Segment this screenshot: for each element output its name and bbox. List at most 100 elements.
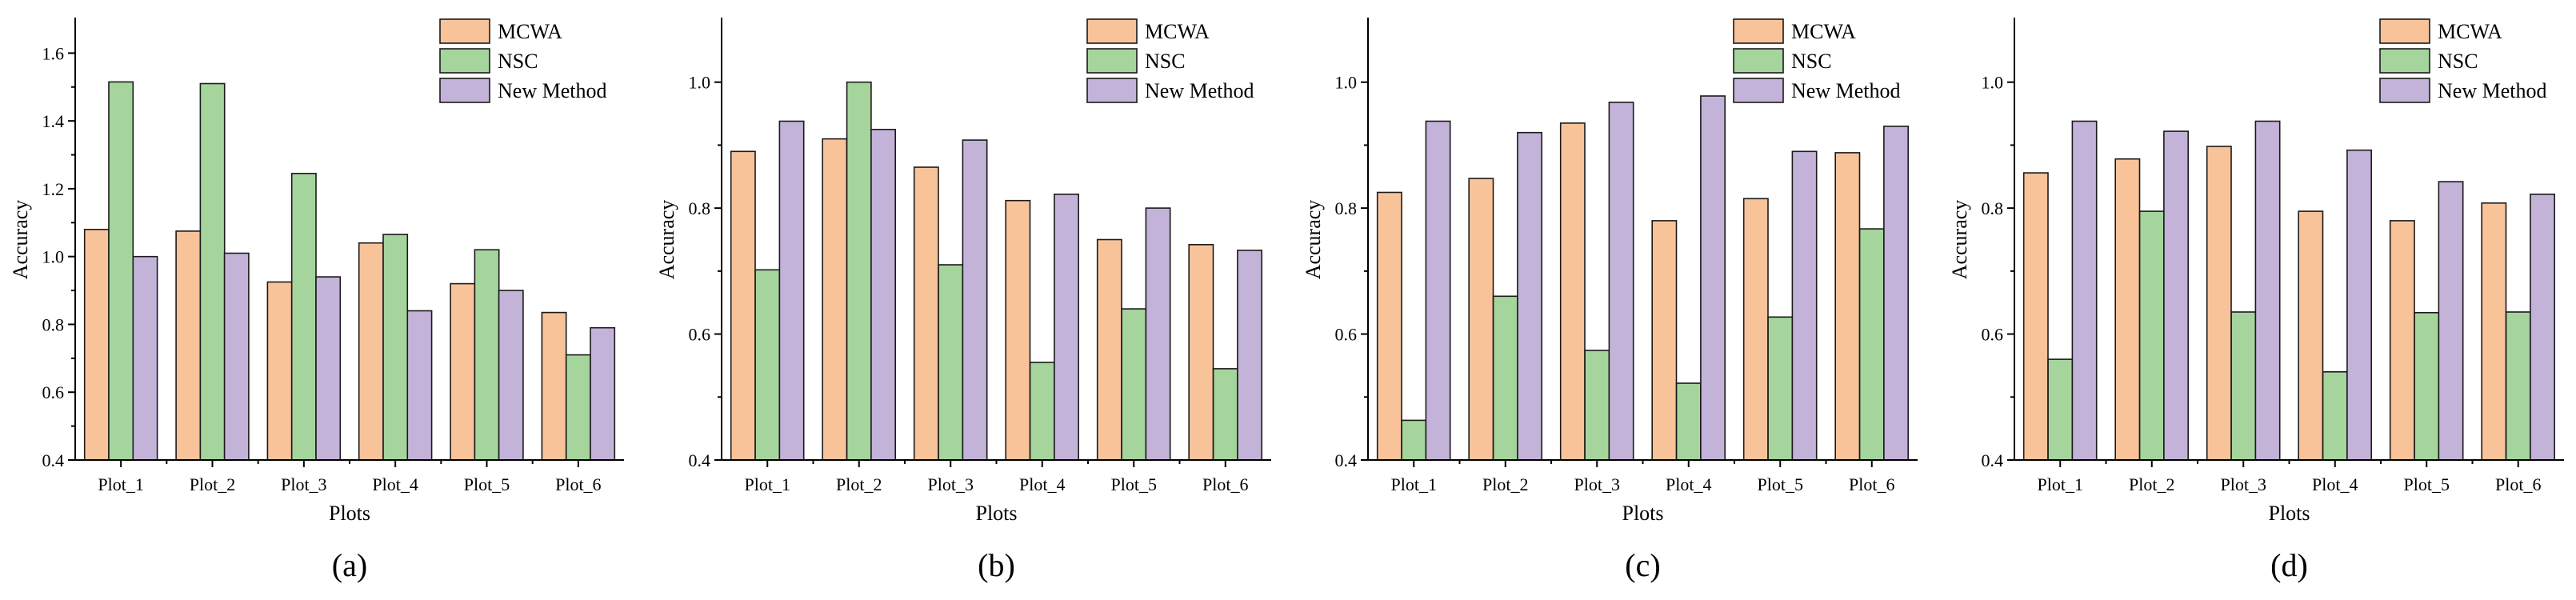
bar-new-method-plot_6 [1237, 250, 1263, 461]
bar-mcwa-plot_4 [2298, 210, 2324, 461]
bar-new-method-plot_3 [2254, 120, 2281, 461]
x-tick-label-plot_6: Plot_6 [555, 474, 601, 494]
bar-nsc-plot_2 [199, 82, 226, 461]
bar-mcwa-plot_6 [1188, 243, 1214, 461]
y-tick-label: 0.4 [1335, 450, 1358, 470]
x-tick-label-plot_1: Plot_1 [1391, 474, 1437, 494]
legend-label-new-method: New Method [1145, 79, 1254, 102]
bar-mcwa-plot_5 [1742, 198, 1769, 461]
y-tick-label: 1.0 [689, 73, 711, 93]
legend-swatch-mcwa [1733, 18, 1784, 44]
bar-mcwa-plot_4 [1651, 220, 1678, 461]
bar-mcwa-plot_2 [175, 230, 202, 461]
bar-nsc-plot_3 [2230, 311, 2257, 461]
x-tick-label-plot_5: Plot_5 [2404, 474, 2450, 494]
bar-new-method-plot_5 [498, 290, 524, 461]
bar-nsc-plot_5 [1121, 308, 1147, 461]
bar-nsc-plot_4 [1029, 362, 1055, 461]
bar-new-method-plot_5 [1145, 207, 1171, 461]
bar-new-method-plot_4 [406, 310, 433, 461]
y-tick-label: 1.2 [42, 179, 65, 199]
legend-swatch-new-method [1733, 78, 1784, 103]
legend-swatch-new-method [2379, 78, 2430, 103]
y-tick-label: 0.8 [1982, 198, 2004, 218]
y-axis-title: Accuracy [1302, 200, 1325, 280]
bar-mcwa-plot_5 [450, 282, 476, 461]
bar-mcwa-plot_3 [266, 281, 293, 461]
bar-mcwa-plot_1 [83, 228, 110, 461]
bar-nsc-plot_4 [2322, 370, 2348, 461]
legend-swatch-new-method [1086, 78, 1138, 103]
legend: MCWA NSC New Method [1733, 18, 1900, 103]
legend-swatch-mcwa [2379, 18, 2430, 44]
bar-mcwa-plot_1 [730, 150, 756, 461]
bar-new-method-plot_1 [2071, 120, 2098, 461]
legend-swatch-mcwa [439, 18, 490, 44]
bar-mcwa-plot_6 [2481, 202, 2507, 461]
y-tick-label: 1.6 [42, 43, 65, 63]
x-axis-title: Plots [1622, 502, 1663, 525]
legend-swatch-nsc [439, 48, 490, 74]
bar-nsc-plot_3 [938, 264, 964, 461]
x-tick-label-plot_4: Plot_4 [1019, 474, 1065, 494]
bar-nsc-plot_1 [108, 81, 134, 461]
bar-new-method-plot_5 [1791, 150, 1818, 461]
legend-label-mcwa: MCWA [498, 20, 562, 43]
legend-label-nsc: NSC [1791, 50, 1832, 73]
legend-swatch-new-method [439, 78, 490, 103]
x-tick-label-plot_1: Plot_1 [98, 474, 143, 494]
bar-new-method-plot_5 [2438, 181, 2464, 461]
bar-new-method-plot_1 [1425, 120, 1451, 461]
bar-mcwa-plot_2 [822, 138, 848, 461]
panel-label: (d) [2270, 547, 2308, 583]
y-tick-label: 0.8 [42, 314, 65, 334]
x-axis-title: Plots [975, 502, 1017, 525]
bar-mcwa-plot_5 [1096, 238, 1122, 461]
y-tick-label: 0.6 [689, 325, 711, 345]
bar-nsc-plot_6 [2505, 311, 2531, 461]
bar-nsc-plot_2 [1492, 295, 1518, 461]
bar-nsc-plot_5 [474, 249, 500, 461]
bar-nsc-plot_1 [1401, 419, 1427, 461]
bar-mcwa-plot_1 [1376, 191, 1402, 461]
bar-mcwa-plot_4 [358, 242, 384, 461]
bar-mcwa-plot_3 [913, 166, 939, 461]
bar-new-method-plot_6 [1883, 126, 1909, 461]
legend-label-new-method: New Method [2438, 79, 2546, 102]
bar-new-method-plot_2 [870, 129, 897, 461]
legend-label-nsc: NSC [498, 50, 538, 73]
y-tick-label: 1.0 [1335, 73, 1358, 93]
bar-nsc-plot_5 [1767, 316, 1794, 461]
bar-new-method-plot_6 [590, 326, 616, 461]
bar-new-method-plot_1 [778, 120, 805, 461]
x-tick-label-plot_4: Plot_4 [372, 474, 418, 494]
bar-mcwa-plot_3 [1559, 122, 1586, 461]
bar-new-method-plot_2 [223, 252, 250, 461]
bar-nsc-plot_2 [2138, 210, 2165, 461]
legend-label-new-method: New Method [498, 79, 606, 102]
bar-nsc-plot_5 [2414, 311, 2440, 461]
legend: MCWA NSC New Method [1086, 18, 1254, 103]
legend-label-mcwa: MCWA [2438, 20, 2502, 43]
bar-nsc-plot_4 [382, 234, 409, 461]
bar-new-method-plot_3 [315, 276, 342, 461]
x-axis-title: Plots [2268, 502, 2310, 525]
x-tick-label-plot_6: Plot_6 [1202, 474, 1248, 494]
bar-nsc-plot_1 [2047, 358, 2074, 461]
legend-label-mcwa: MCWA [1145, 20, 1210, 43]
bar-new-method-plot_2 [2163, 130, 2189, 461]
bar-mcwa-plot_6 [1834, 152, 1861, 461]
panel-label: (b) [978, 547, 1015, 583]
x-tick-label-plot_3: Plot_3 [1574, 474, 1620, 494]
bar-nsc-plot_6 [1212, 368, 1238, 461]
y-tick-label: 1.4 [42, 111, 65, 131]
x-tick-label-plot_5: Plot_5 [1111, 474, 1157, 494]
x-tick-label-plot_6: Plot_6 [1849, 474, 1894, 494]
x-tick-label-plot_3: Plot_3 [2221, 474, 2266, 494]
y-tick-label: 1.0 [1982, 73, 2004, 93]
bar-new-method-plot_6 [2530, 194, 2555, 461]
